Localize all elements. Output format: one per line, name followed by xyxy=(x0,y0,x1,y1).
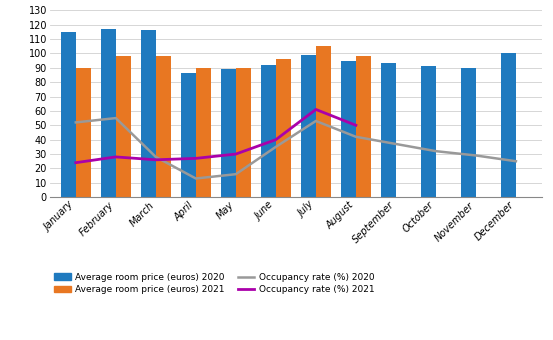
Bar xyxy=(380,64,396,197)
Bar xyxy=(276,59,291,197)
Bar xyxy=(236,68,251,197)
Bar xyxy=(61,32,76,197)
Bar xyxy=(156,56,171,197)
Bar xyxy=(500,53,516,197)
Bar xyxy=(341,61,356,197)
Bar xyxy=(196,68,211,197)
Bar xyxy=(301,55,316,197)
Bar xyxy=(101,29,116,197)
Bar xyxy=(421,66,436,197)
Legend: Average room price (euros) 2020, Average room price (euros) 2021, Occupancy rate: Average room price (euros) 2020, Average… xyxy=(54,273,374,294)
Bar xyxy=(260,65,276,197)
Bar xyxy=(461,68,476,197)
Bar xyxy=(181,73,196,197)
Bar xyxy=(316,46,331,197)
Bar xyxy=(76,68,91,197)
Bar xyxy=(140,30,156,197)
Bar xyxy=(116,56,131,197)
Bar xyxy=(221,69,236,197)
Bar xyxy=(356,56,371,197)
